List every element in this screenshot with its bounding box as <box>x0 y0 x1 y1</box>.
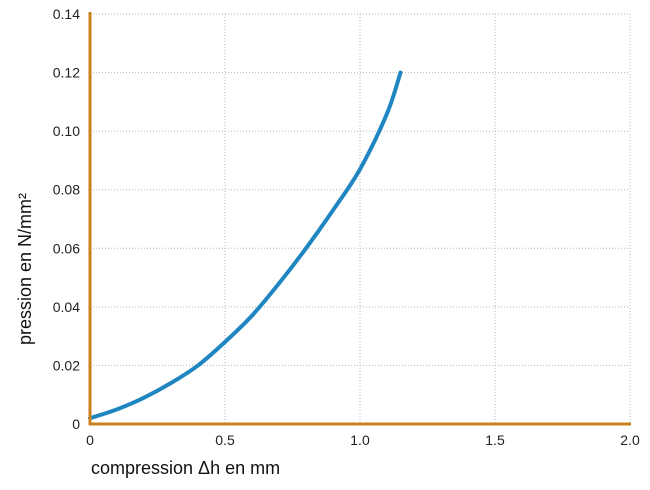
y-axis-title: pression en N/mm² <box>15 193 35 345</box>
y-tick-label-5: 0.10 <box>53 123 80 139</box>
axes <box>88 12 631 426</box>
series-layer <box>88 70 403 421</box>
grid-lines <box>90 13 631 424</box>
x-tick-label-1: 0.5 <box>215 432 235 448</box>
y-tick-label-3: 0.06 <box>53 240 80 256</box>
x-tick-label-2: 1.0 <box>350 432 370 448</box>
y-tick-label-1: 0.02 <box>53 357 80 373</box>
y-tick-label-2: 0.04 <box>53 299 80 315</box>
y-tick-label-6: 0.12 <box>53 65 80 81</box>
series-line-0 <box>88 70 403 421</box>
y-tick-label-7: 0.14 <box>53 6 80 22</box>
x-tick-label-3: 1.5 <box>485 432 505 448</box>
y-tick-label-4: 0.08 <box>53 182 80 198</box>
x-tick-label-0: 0 <box>86 432 94 448</box>
x-axis-title: compression Δh en mm <box>91 458 280 478</box>
tick-labels: 0 0.02 0.04 0.06 0.08 0.10 0.12 0.14 0 0.5 1.0 1.5 2… <box>53 6 640 448</box>
x-tick-label-4: 2.0 <box>620 432 640 448</box>
y-tick-label-0: 0 <box>72 416 80 432</box>
